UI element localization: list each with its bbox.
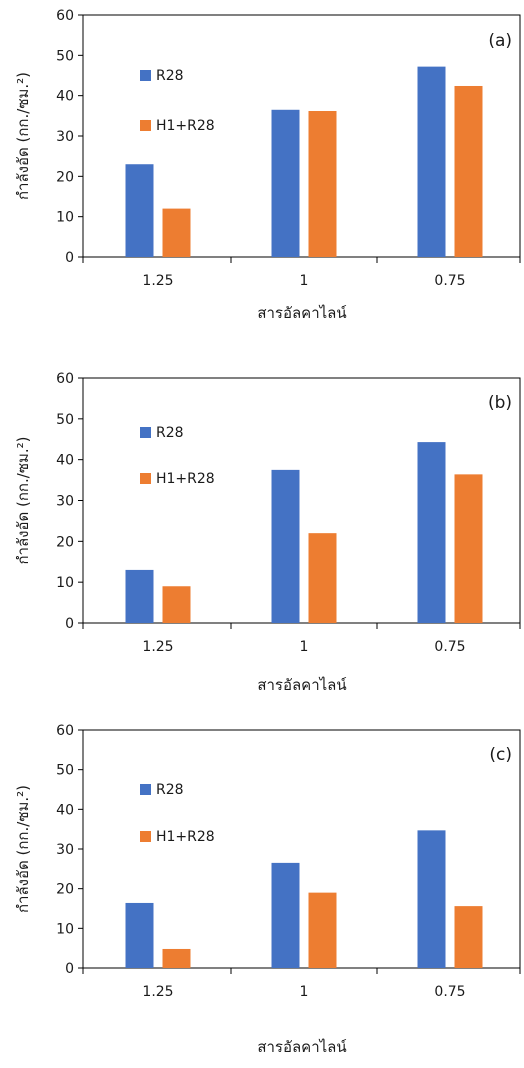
y-tick-label: 30 bbox=[56, 842, 74, 858]
legend-swatch-H1-R28 bbox=[140, 120, 151, 131]
y-tick-label: 60 bbox=[56, 723, 74, 739]
panel-label: (b) bbox=[488, 393, 512, 413]
y-axis-title: กำลังอัด (กก./ซม.²) bbox=[14, 72, 32, 200]
x-tick-label: 1.25 bbox=[142, 639, 173, 655]
x-tick-label: 1.25 bbox=[142, 984, 173, 1000]
y-tick-label: 10 bbox=[56, 575, 74, 591]
y-tick-label: 50 bbox=[56, 763, 74, 779]
bar-H1-R28-1.25 bbox=[162, 586, 191, 623]
chart-panel-2: 0 10 20 30 40 50 60 1.25 1 0.75 สารอัลคาไลน์ กำลังอ… bbox=[14, 371, 521, 694]
y-tick-label: 0 bbox=[65, 616, 74, 632]
y-axis-title: กำลังอัด (กก./ซม.²) bbox=[14, 785, 32, 913]
bar-R28-0.75 bbox=[417, 66, 446, 257]
bar-R28-1 bbox=[271, 469, 300, 623]
bar-H1-R28-0.75 bbox=[454, 906, 483, 968]
y-tick-label: 20 bbox=[56, 534, 74, 550]
legend-label-R28: R28 bbox=[156, 425, 184, 441]
legend-swatch-R28 bbox=[140, 427, 151, 438]
y-tick-label: 60 bbox=[56, 371, 74, 387]
x-tick-label: 1 bbox=[300, 273, 309, 289]
legend-swatch-R28 bbox=[140, 70, 151, 81]
x-tick-label: 1 bbox=[300, 984, 309, 1000]
y-tick-label: 30 bbox=[56, 494, 74, 510]
legend-label-H1-R28: H1+R28 bbox=[156, 829, 215, 845]
y-tick-label: 40 bbox=[56, 89, 74, 105]
legend-label-R28: R28 bbox=[156, 782, 184, 798]
y-tick-label: 50 bbox=[56, 48, 74, 64]
bar-H1-R28-1 bbox=[308, 110, 337, 257]
y-tick-label: 10 bbox=[56, 210, 74, 226]
x-axis-title: สารอัลคาไลน์ bbox=[257, 1038, 346, 1056]
y-tick-label: 40 bbox=[56, 802, 74, 818]
y-tick-label: 50 bbox=[56, 412, 74, 428]
bar-R28-1 bbox=[271, 109, 300, 258]
x-axis-title: สารอัลคาไลน์ bbox=[257, 676, 346, 694]
bar-H1-R28-0.75 bbox=[454, 474, 483, 623]
legend-swatch-H1-R28 bbox=[140, 831, 151, 842]
y-tick-label: 0 bbox=[65, 250, 74, 266]
legend-label-H1-R28: H1+R28 bbox=[156, 118, 215, 134]
panel-label: (c) bbox=[489, 745, 512, 765]
legend-swatch-H1-R28 bbox=[140, 473, 151, 484]
chart-panel-3: 0 10 20 30 40 50 60 1.25 1 0.75 สารอัลคาไลน์ กำลังอ… bbox=[14, 723, 521, 1056]
bar-R28-1 bbox=[271, 862, 300, 968]
bar-H1-R28-0.75 bbox=[454, 85, 483, 257]
bar-R28-1.25 bbox=[125, 902, 154, 968]
bar-H1-R28-1.25 bbox=[162, 208, 191, 257]
y-tick-label: 30 bbox=[56, 129, 74, 145]
x-tick-label: 1.25 bbox=[142, 273, 173, 289]
bar-R28-0.75 bbox=[417, 442, 446, 623]
x-axis-title: สารอัลคาไลน์ bbox=[257, 304, 346, 322]
legend-swatch-R28 bbox=[140, 784, 151, 795]
bar-H1-R28-1 bbox=[308, 892, 337, 968]
bar-R28-1.25 bbox=[125, 569, 154, 623]
x-tick-label: 0.75 bbox=[434, 984, 465, 1000]
legend-label-H1-R28: H1+R28 bbox=[156, 471, 215, 487]
panel-label: (a) bbox=[488, 31, 512, 51]
y-tick-label: 20 bbox=[56, 882, 74, 898]
y-tick-label: 10 bbox=[56, 921, 74, 937]
y-tick-label: 0 bbox=[65, 961, 74, 977]
y-tick-label: 40 bbox=[56, 453, 74, 469]
legend-label-R28: R28 bbox=[156, 68, 184, 84]
y-tick-label: 20 bbox=[56, 169, 74, 185]
chart-panel-1: 0 10 20 30 40 50 60 1.25 1 0.75 สารอัลคาไลน์ กำลังอ… bbox=[14, 8, 521, 322]
bar-H1-R28-1 bbox=[308, 533, 337, 623]
bar-R28-0.75 bbox=[417, 830, 446, 968]
x-tick-label: 0.75 bbox=[434, 639, 465, 655]
x-tick-label: 0.75 bbox=[434, 273, 465, 289]
bar-H1-R28-1.25 bbox=[162, 948, 191, 968]
y-tick-label: 60 bbox=[56, 8, 74, 24]
x-tick-label: 1 bbox=[300, 639, 309, 655]
y-axis-title: กำลังอัด (กก./ซม.²) bbox=[14, 436, 32, 564]
bar-R28-1.25 bbox=[125, 164, 154, 257]
